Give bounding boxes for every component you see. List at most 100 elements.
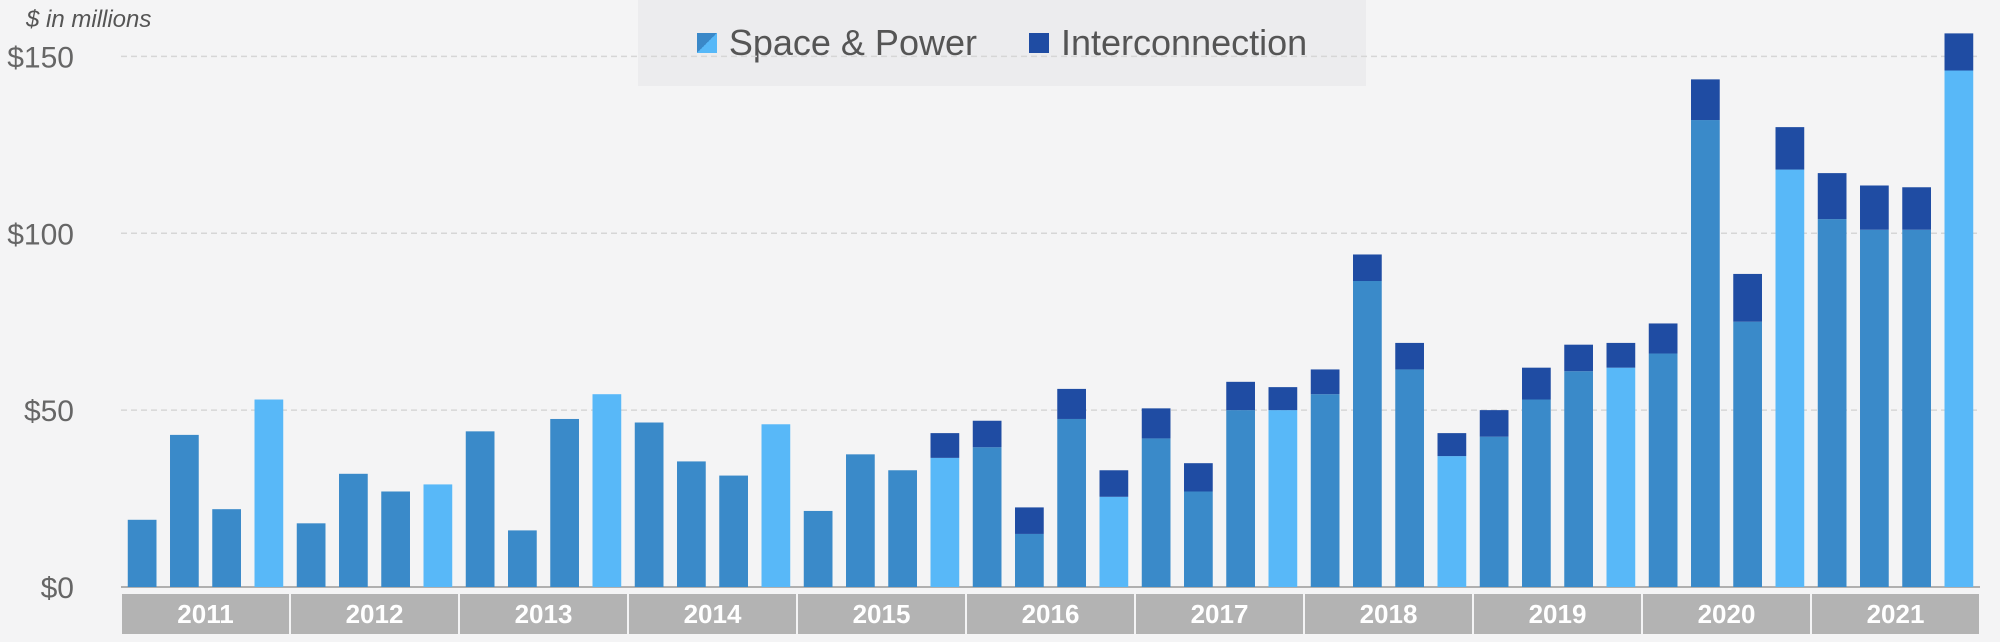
bar-space-power [1353, 281, 1382, 587]
bar-interconnection [1691, 79, 1720, 121]
bar-space-power [677, 461, 706, 587]
bar-interconnection [1141, 408, 1171, 439]
x-year-label: 2011 [177, 599, 233, 629]
bar-interconnection [1606, 342, 1636, 368]
bar-space-power [1141, 438, 1171, 587]
bar-space-power [1310, 394, 1340, 587]
x-year-label: 2013 [515, 599, 573, 629]
bar-space-power [1184, 491, 1213, 587]
bar-space-power [296, 523, 326, 587]
bar-space-power [1437, 456, 1467, 587]
bar-space-power [888, 470, 917, 587]
bar-space-power [803, 510, 833, 587]
bar-interconnection [1310, 369, 1340, 395]
bar-space-power [761, 424, 791, 587]
bar-space-power [634, 422, 664, 587]
y-tick-label: $0 [41, 572, 74, 605]
legend: Space & Power Interconnection [638, 0, 1366, 86]
bar-interconnection [1817, 173, 1847, 220]
y-tick-label: $150 [7, 41, 74, 74]
bar-interconnection [1944, 33, 1974, 71]
legend-swatch-interconnection [1028, 33, 1049, 53]
bar-interconnection [1099, 470, 1129, 497]
year-band [798, 594, 965, 634]
y-tick-label: $100 [7, 218, 74, 251]
bar-interconnection [972, 420, 1002, 448]
year-band [1305, 594, 1472, 634]
x-year-label: 2018 [1360, 599, 1418, 629]
bar-space-power [1944, 70, 1974, 587]
bar-interconnection [1564, 344, 1593, 372]
bar-interconnection [1268, 387, 1298, 411]
bar-space-power [1733, 321, 1762, 587]
year-band [291, 594, 458, 634]
bar-interconnection [1057, 388, 1086, 419]
legend-swatch-space-power [696, 33, 717, 53]
bar-space-power [127, 519, 157, 587]
year-band [1643, 594, 1810, 634]
bar-space-power [550, 418, 579, 587]
bar-space-power [1015, 533, 1044, 587]
bar-space-power [508, 530, 537, 587]
bar-space-power [339, 473, 368, 587]
bar-space-power [1902, 229, 1931, 587]
bar-interconnection [1015, 507, 1044, 534]
x-year-label: 2020 [1698, 599, 1756, 629]
bar-space-power [592, 394, 622, 587]
year-band [967, 594, 1134, 634]
x-year-label: 2015 [853, 599, 911, 629]
bar-space-power [1395, 369, 1424, 587]
x-year-label: 2021 [1867, 599, 1925, 629]
bar-interconnection [1395, 342, 1424, 370]
bar-interconnection [1353, 254, 1382, 282]
bar-space-power [1817, 219, 1847, 587]
x-year-label: 2017 [1191, 599, 1249, 629]
bar-interconnection [1184, 463, 1213, 492]
bar-interconnection [1226, 381, 1255, 411]
bar-space-power [1268, 410, 1298, 587]
bar-space-power [1606, 367, 1636, 587]
bar-interconnection [1648, 323, 1678, 354]
bar-space-power [930, 457, 960, 587]
x-year-label: 2019 [1529, 599, 1587, 629]
bar-interconnection [1479, 410, 1509, 437]
bar-space-power [1860, 229, 1889, 587]
y-tick-label: $50 [24, 395, 74, 428]
bar-space-power [1775, 169, 1805, 587]
bar-space-power [170, 434, 199, 587]
bar-space-power [1522, 399, 1551, 587]
bar-interconnection [1775, 127, 1805, 170]
bar-space-power [1099, 496, 1129, 587]
bar-interconnection [1437, 433, 1467, 457]
bar-interconnection [1860, 185, 1889, 230]
bar-space-power [1648, 353, 1678, 587]
bar-space-power [846, 454, 875, 587]
year-band [122, 594, 289, 634]
year-band [1812, 594, 1979, 634]
year-band [1474, 594, 1641, 634]
bar-interconnection [1733, 273, 1762, 322]
x-year-label: 2016 [1022, 599, 1080, 629]
units-label: $ in millions [26, 6, 152, 33]
bar-space-power [1479, 436, 1509, 587]
bar-space-power [1226, 410, 1255, 587]
x-year-label: 2012 [346, 599, 404, 629]
bar-space-power [1057, 418, 1086, 587]
bar-interconnection [1522, 367, 1551, 400]
bar-space-power [1564, 371, 1593, 587]
bar-space-power [212, 509, 241, 587]
year-band [1136, 594, 1303, 634]
x-year-label: 2014 [684, 599, 742, 629]
bar-interconnection [930, 433, 960, 458]
bar-space-power [381, 491, 410, 587]
bar-space-power [972, 447, 1002, 587]
year-band [629, 594, 796, 634]
bar-space-power [1691, 120, 1720, 588]
bar-space-power [719, 475, 748, 587]
bar-interconnection [1902, 187, 1931, 230]
bar-space-power [423, 484, 453, 587]
year-band [460, 594, 627, 634]
bar-space-power [465, 431, 495, 587]
